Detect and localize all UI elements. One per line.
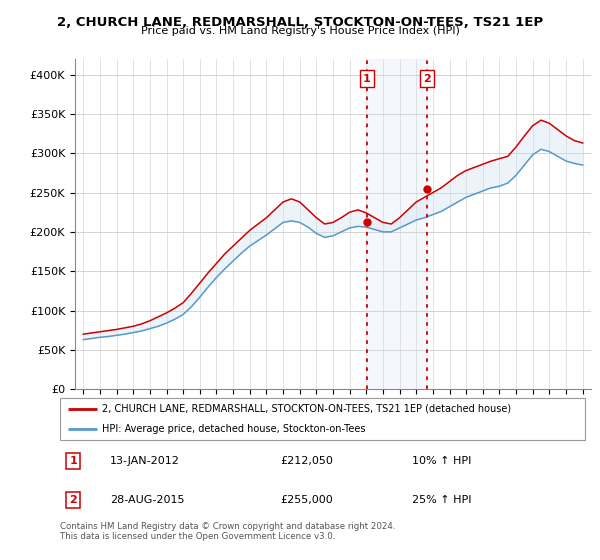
Text: 2: 2 <box>424 73 431 83</box>
Text: 1: 1 <box>363 73 371 83</box>
Text: 2, CHURCH LANE, REDMARSHALL, STOCKTON-ON-TEES, TS21 1EP (detached house): 2, CHURCH LANE, REDMARSHALL, STOCKTON-ON… <box>102 404 511 414</box>
Text: 25% ↑ HPI: 25% ↑ HPI <box>412 495 471 505</box>
Text: 13-JAN-2012: 13-JAN-2012 <box>110 456 180 466</box>
Text: HPI: Average price, detached house, Stockton-on-Tees: HPI: Average price, detached house, Stoc… <box>102 424 365 434</box>
Text: Contains HM Land Registry data © Crown copyright and database right 2024.
This d: Contains HM Land Registry data © Crown c… <box>60 522 395 542</box>
Text: 10% ↑ HPI: 10% ↑ HPI <box>412 456 471 466</box>
Text: 2: 2 <box>69 495 77 505</box>
Text: Price paid vs. HM Land Registry's House Price Index (HPI): Price paid vs. HM Land Registry's House … <box>140 26 460 36</box>
Text: £212,050: £212,050 <box>281 456 334 466</box>
Bar <box>367 59 427 389</box>
Text: £255,000: £255,000 <box>281 495 333 505</box>
Text: 2, CHURCH LANE, REDMARSHALL, STOCKTON-ON-TEES, TS21 1EP: 2, CHURCH LANE, REDMARSHALL, STOCKTON-ON… <box>57 16 543 29</box>
Text: 1: 1 <box>69 456 77 466</box>
Text: 28-AUG-2015: 28-AUG-2015 <box>110 495 184 505</box>
